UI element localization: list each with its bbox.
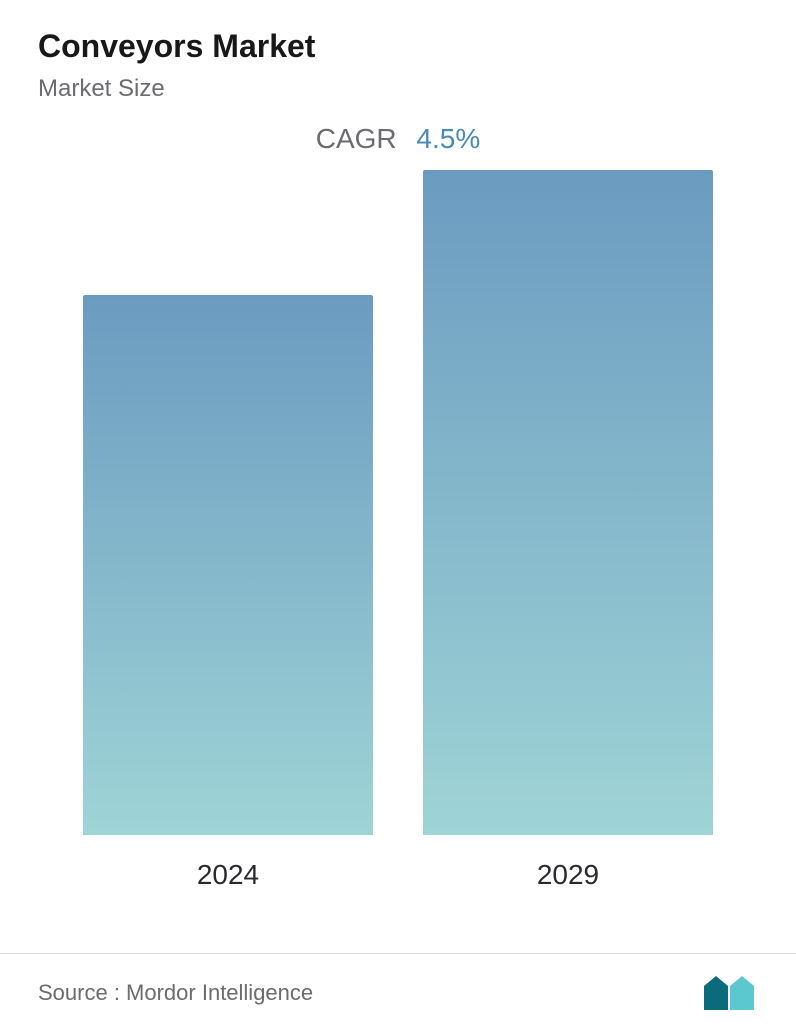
chart-title: Conveyors Market xyxy=(38,28,758,65)
footer: Source : Mordor Intelligence xyxy=(0,953,796,1034)
xlabel-1: 2029 xyxy=(423,859,713,891)
cagr-value: 4.5% xyxy=(416,123,480,154)
bar-group-0 xyxy=(83,295,373,835)
cagr-row: CAGR 4.5% xyxy=(38,123,758,155)
chart-container: Conveyors Market Market Size CAGR 4.5% 2… xyxy=(0,0,796,1034)
mordor-logo-icon xyxy=(702,974,758,1012)
source-text: Source : Mordor Intelligence xyxy=(38,980,313,1006)
cagr-label: CAGR xyxy=(316,123,397,154)
bars-wrap xyxy=(38,175,758,835)
chart-subtitle: Market Size xyxy=(38,75,758,103)
bar-2029 xyxy=(423,170,713,835)
bar-group-1 xyxy=(423,170,713,835)
xlabel-0: 2024 xyxy=(83,859,373,891)
chart-area: 2024 2029 xyxy=(38,171,758,891)
bar-2024 xyxy=(83,295,373,835)
x-axis-labels: 2024 2029 xyxy=(38,859,758,891)
